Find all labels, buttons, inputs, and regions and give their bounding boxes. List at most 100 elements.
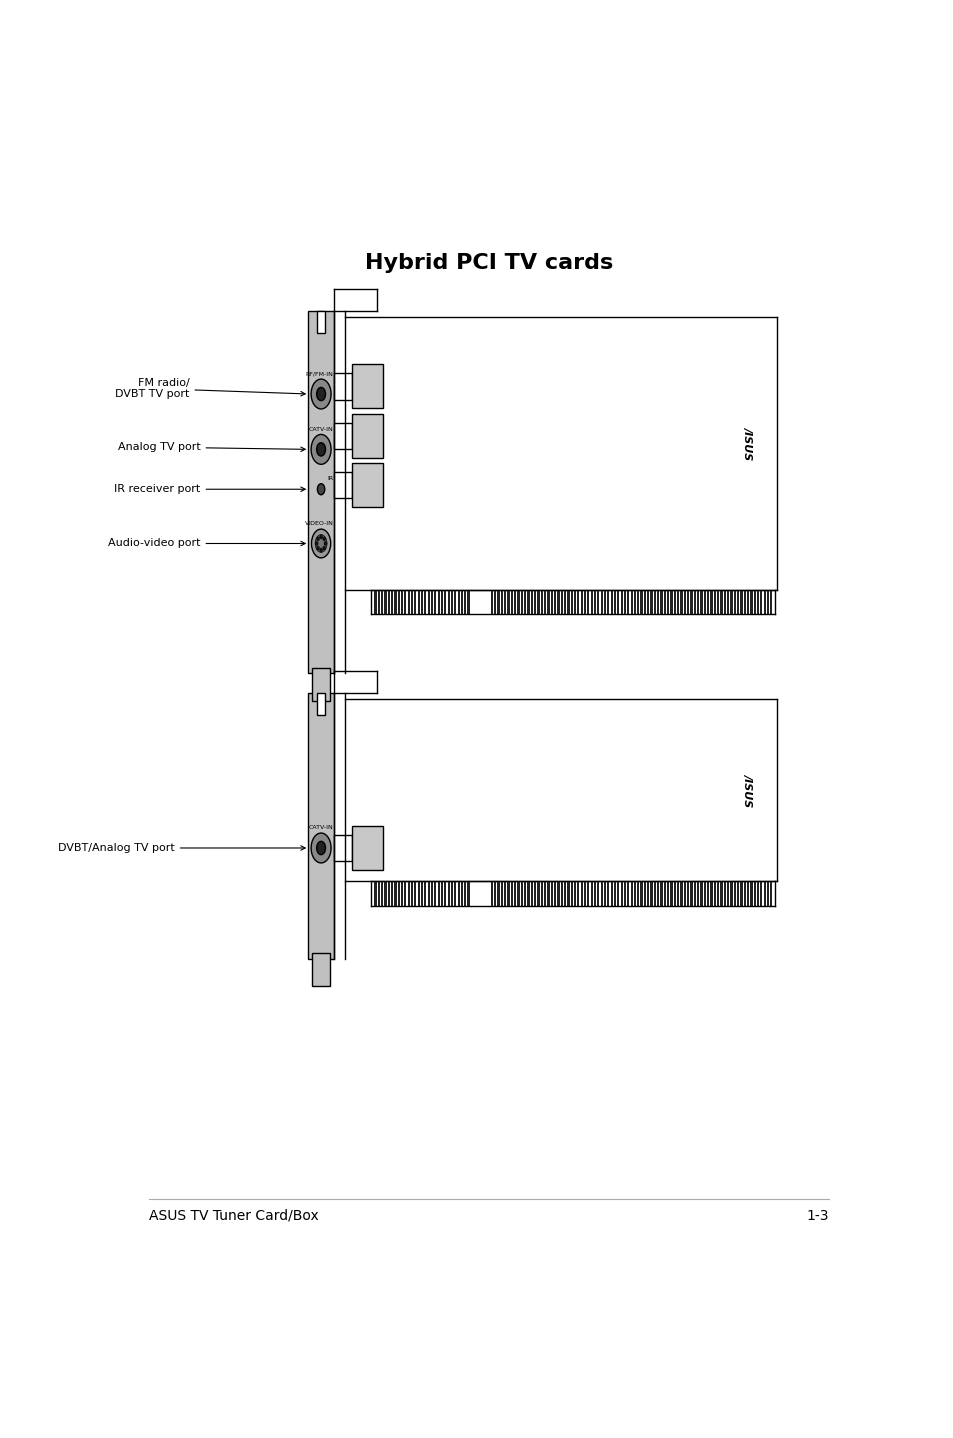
Bar bbox=[520, 881, 522, 906]
Bar bbox=[583, 881, 585, 906]
Bar bbox=[510, 590, 513, 614]
Bar bbox=[554, 590, 556, 614]
Bar bbox=[517, 881, 519, 906]
Bar bbox=[490, 590, 493, 614]
Bar bbox=[427, 881, 429, 906]
Bar bbox=[374, 881, 376, 906]
Bar bbox=[700, 881, 701, 906]
Bar bbox=[427, 590, 429, 614]
Bar bbox=[440, 881, 442, 906]
Bar bbox=[563, 590, 565, 614]
Bar bbox=[587, 881, 589, 906]
Bar bbox=[414, 881, 416, 906]
Bar bbox=[534, 590, 536, 614]
Bar bbox=[650, 590, 652, 614]
Circle shape bbox=[316, 443, 325, 456]
Bar bbox=[693, 881, 695, 906]
Bar bbox=[411, 590, 413, 614]
Bar bbox=[444, 590, 446, 614]
Bar bbox=[523, 590, 526, 614]
Bar bbox=[352, 414, 383, 459]
Bar bbox=[677, 881, 679, 906]
Bar bbox=[574, 590, 576, 614]
Bar bbox=[550, 590, 553, 614]
Bar bbox=[623, 881, 625, 906]
Bar bbox=[391, 881, 393, 906]
Bar bbox=[686, 590, 689, 614]
Bar bbox=[597, 881, 598, 906]
Bar bbox=[619, 881, 622, 906]
Bar bbox=[753, 881, 755, 906]
Bar bbox=[335, 423, 352, 450]
Bar bbox=[384, 881, 386, 906]
Bar bbox=[626, 590, 629, 614]
Bar bbox=[431, 590, 433, 614]
Bar bbox=[637, 881, 639, 906]
Bar bbox=[527, 881, 529, 906]
Bar bbox=[666, 881, 669, 906]
Text: /ISUS: /ISUS bbox=[742, 426, 752, 459]
Circle shape bbox=[316, 387, 325, 401]
Bar bbox=[762, 881, 765, 906]
Bar bbox=[494, 881, 496, 906]
Bar bbox=[404, 881, 406, 906]
Bar bbox=[653, 590, 656, 614]
Bar bbox=[577, 590, 578, 614]
Bar bbox=[457, 881, 459, 906]
Bar bbox=[742, 881, 745, 906]
Text: CATV-IN: CATV-IN bbox=[309, 427, 334, 431]
Bar bbox=[673, 590, 676, 614]
Bar bbox=[434, 590, 436, 614]
Bar bbox=[547, 590, 549, 614]
Bar bbox=[737, 881, 739, 906]
Bar bbox=[377, 590, 379, 614]
Text: Analog TV port: Analog TV port bbox=[118, 441, 305, 452]
Bar bbox=[543, 881, 546, 906]
Text: IR receiver port: IR receiver port bbox=[114, 485, 305, 495]
Bar bbox=[500, 881, 502, 906]
Circle shape bbox=[317, 483, 324, 495]
Bar bbox=[503, 590, 506, 614]
Bar bbox=[723, 881, 725, 906]
Bar bbox=[749, 881, 752, 906]
Bar bbox=[594, 590, 596, 614]
Bar bbox=[677, 590, 679, 614]
Bar bbox=[700, 590, 701, 614]
Bar bbox=[570, 590, 572, 614]
Text: Hybrid PCI TV cards: Hybrid PCI TV cards bbox=[364, 253, 613, 273]
Bar bbox=[650, 881, 652, 906]
Text: CATV-IN: CATV-IN bbox=[309, 825, 334, 830]
Bar bbox=[633, 881, 636, 906]
Bar bbox=[666, 590, 669, 614]
Bar bbox=[760, 881, 761, 906]
Bar bbox=[431, 881, 433, 906]
Bar bbox=[490, 881, 493, 906]
Bar bbox=[560, 881, 562, 906]
Bar bbox=[703, 881, 705, 906]
Bar bbox=[407, 590, 410, 614]
Text: Audio-video port: Audio-video port bbox=[108, 538, 305, 548]
Bar bbox=[400, 590, 403, 614]
Bar bbox=[537, 881, 539, 906]
Bar bbox=[534, 881, 536, 906]
Bar bbox=[600, 881, 602, 906]
Bar bbox=[570, 881, 572, 906]
Bar bbox=[464, 590, 466, 614]
Bar bbox=[610, 590, 612, 614]
Bar bbox=[374, 590, 376, 614]
Bar bbox=[637, 590, 639, 614]
Bar bbox=[447, 590, 449, 614]
Bar bbox=[769, 881, 772, 906]
Bar bbox=[391, 590, 393, 614]
Bar bbox=[713, 590, 715, 614]
Bar bbox=[683, 590, 685, 614]
Bar bbox=[440, 590, 442, 614]
Bar bbox=[543, 590, 546, 614]
Bar bbox=[411, 881, 413, 906]
Bar bbox=[639, 881, 642, 906]
Bar bbox=[530, 881, 533, 906]
Bar bbox=[352, 825, 383, 870]
Bar bbox=[737, 590, 739, 614]
Bar bbox=[626, 881, 629, 906]
Bar bbox=[726, 590, 728, 614]
